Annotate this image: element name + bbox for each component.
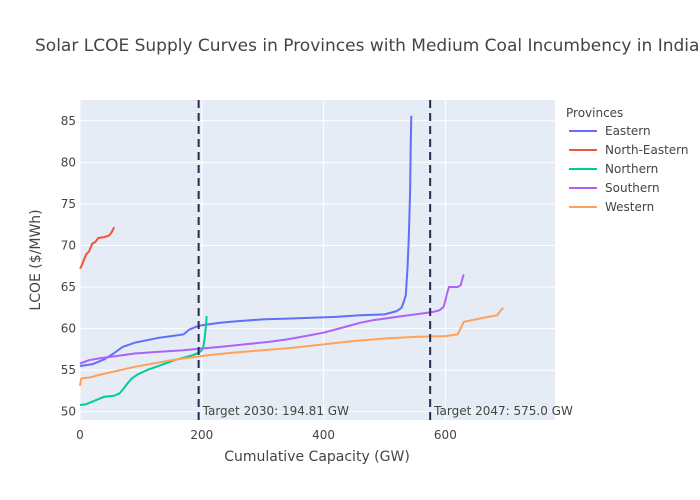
- legend-label: Western: [605, 200, 654, 214]
- gridlines: [79, 100, 555, 420]
- plot-area: [80, 100, 555, 420]
- y-tick-label: 85: [61, 114, 76, 128]
- legend-item-eastern[interactable]: Eastern: [569, 124, 651, 138]
- legend-item-northern[interactable]: Northern: [569, 162, 658, 176]
- x-axis-title: Cumulative Capacity (GW): [224, 449, 410, 465]
- x-tick-label: 0: [76, 428, 84, 442]
- y-tick-label: 70: [61, 238, 76, 252]
- series-lines: [79, 115, 504, 406]
- y-tick-label: 75: [61, 197, 76, 211]
- legend-item-north-eastern[interactable]: North-Eastern: [569, 143, 689, 157]
- legend-item-western[interactable]: Western: [569, 200, 654, 214]
- target-lines: Target 2030: 194.81 GW Target 2047: 575.0…: [197, 100, 573, 420]
- y-tick-labels: 50 55 60 65 70 75 80 85: [61, 114, 76, 419]
- series-line-southern: [79, 274, 465, 365]
- y-tick-label: 50: [61, 405, 76, 419]
- target-annotation: Target 2047: 575.0 GW: [433, 404, 573, 418]
- legend-label: Eastern: [605, 124, 651, 138]
- chart-title: Solar LCOE Supply Curves in Provinces wi…: [35, 36, 699, 56]
- legend[interactable]: Provinces Eastern North-Eastern Northern So…: [566, 106, 689, 214]
- legend-label: Southern: [605, 181, 660, 195]
- series-line-eastern: [79, 115, 413, 367]
- y-tick-label: 65: [61, 280, 76, 294]
- target-annotation: Target 2030: 194.81 GW: [202, 404, 349, 418]
- x-tick-label: 200: [190, 428, 213, 442]
- x-tick-label: 400: [312, 428, 335, 442]
- y-tick-label: 60: [61, 322, 76, 336]
- legend-title: Provinces: [566, 106, 623, 120]
- legend-label: North-Eastern: [605, 143, 689, 157]
- x-tick-label: 600: [434, 428, 457, 442]
- legend-label: Northern: [605, 162, 658, 176]
- y-tick-label: 80: [61, 155, 76, 169]
- legend-item-southern[interactable]: Southern: [569, 181, 660, 195]
- series-line-western: [79, 307, 504, 387]
- y-tick-label: 55: [61, 363, 76, 377]
- x-tick-labels: 0 200 400 600: [76, 428, 457, 442]
- series-line-north-eastern: [79, 226, 116, 270]
- y-axis-title: LCOE ($/MWh): [28, 209, 44, 310]
